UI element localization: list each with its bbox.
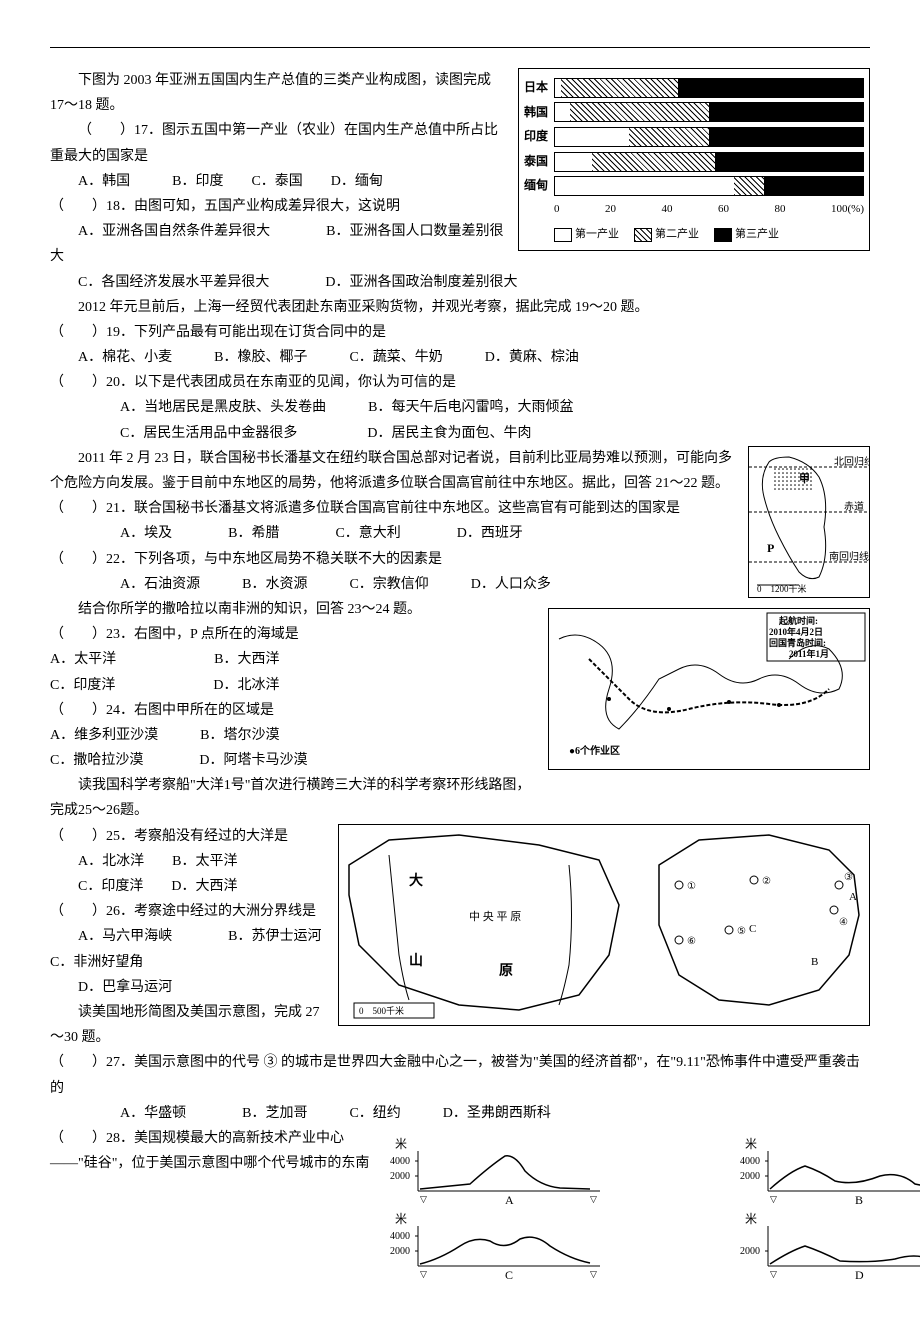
- question-18-cd: C．各国经济发展水平差异很大 D．亚洲各国政治制度差别很大: [50, 270, 870, 295]
- svg-text:原: 原: [499, 963, 513, 979]
- svg-text:2000: 2000: [740, 1171, 760, 1182]
- question-19: （ ）19．下列产品最有可能出现在订货合同中的是: [50, 320, 870, 345]
- svg-text:米: 米: [395, 1212, 407, 1226]
- question-21-options: A．埃及 B．希腊 C．意大利 D．西班牙: [50, 521, 870, 546]
- top-rule: [50, 47, 870, 48]
- svg-text:▽: ▽: [770, 1194, 777, 1204]
- svg-text:山: 山: [409, 953, 423, 969]
- chart-legend: 第一产业第二产业第三产业: [554, 225, 864, 245]
- svg-text:4000: 4000: [740, 1156, 760, 1167]
- bar-row: 韩国: [524, 102, 864, 124]
- svg-text:4000: 4000: [390, 1156, 410, 1167]
- terrain-profiles: 米 4000 2000 ▽ ▽ A 米 4000 2000: [390, 1126, 870, 1286]
- svg-text:▽: ▽: [420, 1269, 427, 1279]
- svg-text:②: ②: [762, 876, 771, 887]
- svg-text:甲: 甲: [799, 472, 810, 485]
- svg-text:B: B: [811, 956, 818, 968]
- intro-19-20: 2012 年元旦前后，上海一经贸代表团赴东南亚采购货物，并观光考察，据此完成 1…: [50, 295, 870, 320]
- exam-content: 日本 韩国 印度 泰国 缅甸 020406080100(%) 第一产业第二产业第…: [50, 68, 870, 1286]
- svg-text:▽: ▽: [770, 1269, 777, 1279]
- profile-d: 米 2000 ▽ ▽ D: [740, 1211, 920, 1281]
- svg-text:A: A: [505, 1193, 514, 1206]
- profile-b: 米 4000 2000 ▽ ▽ B: [740, 1136, 920, 1206]
- svg-text:⑤: ⑤: [737, 926, 746, 937]
- question-21: （ ）21．联合国秘书长潘基文将派遣多位联合国高官前往中东地区。这些高官有可能到…: [50, 496, 870, 521]
- svg-text:●6个作业区: ●6个作业区: [569, 744, 620, 757]
- svg-text:B: B: [855, 1193, 863, 1206]
- profile-c: 米 4000 2000 ▽ ▽ C: [390, 1211, 610, 1281]
- svg-text:P: P: [767, 541, 774, 555]
- svg-text:2000: 2000: [390, 1171, 410, 1182]
- question-19-options: A．棉花、小麦 B．橡胶、椰子 C．蔬菜、牛奶 D．黄麻、棕油: [50, 345, 870, 370]
- intro-21-22: 2011 年 2 月 23 日，联合国秘书长潘基文在纽约联合国总部对记者说，目前…: [50, 446, 870, 496]
- svg-text:4000: 4000: [390, 1231, 410, 1242]
- svg-text:①: ①: [687, 881, 696, 892]
- industry-bar-chart: 日本 韩国 印度 泰国 缅甸 020406080100(%) 第一产业第二产业第…: [518, 68, 870, 251]
- tropic-cancer-label: 北回归线: [834, 455, 869, 468]
- svg-text:米: 米: [395, 1137, 407, 1151]
- svg-text:2000: 2000: [740, 1246, 760, 1257]
- world-route-map: 起航时间: 2010年4月2日 回国青岛时间: 2011年1月 ●6个作业区: [548, 608, 870, 770]
- svg-text:米: 米: [745, 1137, 757, 1151]
- svg-text:⑥: ⑥: [687, 936, 696, 947]
- svg-text:C: C: [749, 923, 756, 935]
- svg-text:▽: ▽: [420, 1194, 427, 1204]
- question-27: （ ）27．美国示意图中的代号 ③ 的城市是世界四大金融中心之一，被誉为"美国的…: [50, 1050, 870, 1100]
- question-22-options: A．石油资源 B．水资源 C．宗教信仰 D．人口众多: [50, 572, 870, 597]
- svg-text:回国青岛时间:: 回国青岛时间:: [769, 637, 826, 648]
- svg-text:④: ④: [839, 917, 848, 928]
- svg-text:中 央 平 原: 中 央 平 原: [469, 910, 521, 923]
- svg-text:2010年4月2日: 2010年4月2日: [769, 626, 823, 637]
- chart-axis: 020406080100(%): [554, 200, 864, 220]
- svg-text:▽: ▽: [590, 1194, 597, 1204]
- question-20-cd: C．居民生活用品中金器很多 D．居民主食为面包、牛肉: [50, 421, 870, 446]
- svg-text:南回归线: 南回归线: [829, 550, 869, 563]
- svg-text:A: A: [849, 891, 857, 903]
- svg-text:起航时间:: 起航时间:: [778, 615, 818, 626]
- profile-a: 米 4000 2000 ▽ ▽ A: [390, 1136, 610, 1206]
- bar-row: 泰国: [524, 151, 864, 173]
- question-22: （ ）22．下列各项，与中东地区局势不稳关联不大的因素是: [50, 547, 870, 572]
- svg-text:赤道: 赤道: [844, 500, 864, 513]
- africa-map: 北回归线 甲 赤道 P 南回归线 0 1200千米: [748, 446, 870, 598]
- bar-row: 印度: [524, 126, 864, 148]
- svg-text:大: 大: [409, 872, 423, 889]
- bar-row: 日本: [524, 77, 864, 99]
- question-20-ab: A．当地居民是黑皮肤、头发卷曲 B．每天午后电闪雷鸣，大雨倾盆: [50, 395, 870, 420]
- svg-text:▽: ▽: [590, 1269, 597, 1279]
- svg-text:0 500千米: 0 500千米: [359, 1005, 404, 1016]
- svg-text:2000: 2000: [390, 1246, 410, 1257]
- bar-row: 缅甸: [524, 175, 864, 197]
- usa-maps: 大 中 央 平 原 山 原 0 500千米 ① ② ③ A ④ ⑤ C ⑥ B: [338, 824, 870, 1026]
- question-20: （ ）20．以下是代表团成员在东南亚的见闻，你认为可信的是: [50, 370, 870, 395]
- intro-25-26: 读我国科学考察船"大洋1号"首次进行横跨三大洋的科学考察环形线路图，完成25～2…: [50, 773, 870, 823]
- svg-text:米: 米: [745, 1212, 757, 1226]
- question-27-options: A．华盛顿 B．芝加哥 C．纽约 D．圣弗朗西斯科: [50, 1101, 870, 1126]
- svg-text:③: ③: [844, 872, 853, 883]
- svg-text:D: D: [855, 1268, 864, 1281]
- svg-text:C: C: [505, 1268, 513, 1281]
